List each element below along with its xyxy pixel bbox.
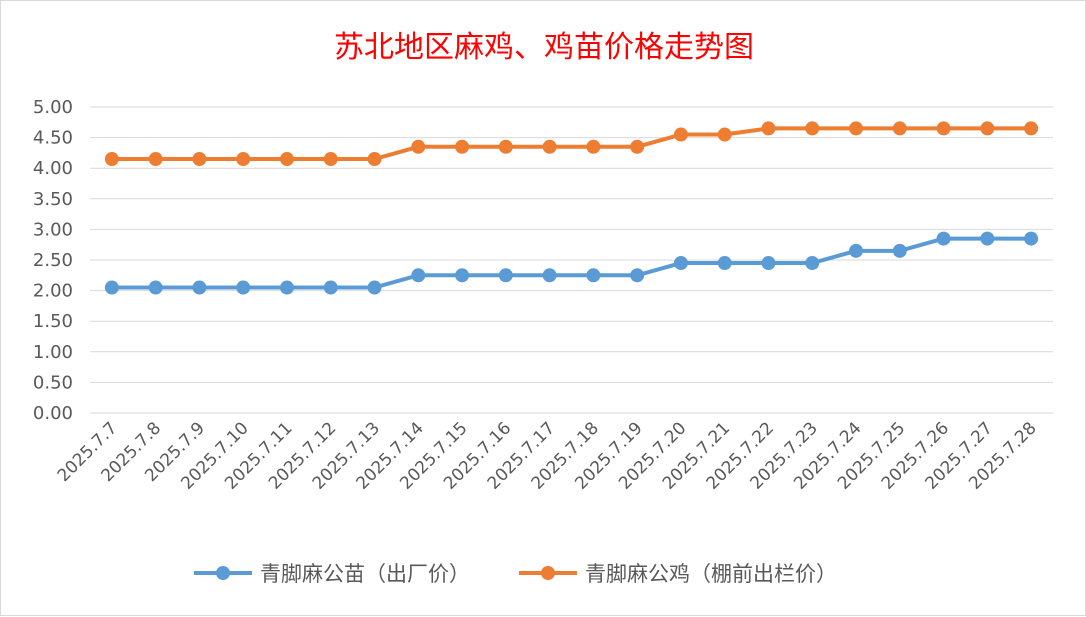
data-point — [630, 139, 645, 154]
y-tick-label: 3.50 — [33, 189, 73, 210]
legend-entry-1: 青脚麻公苗（出厂价） — [194, 562, 470, 586]
data-point — [805, 121, 820, 136]
series-lines — [104, 121, 1039, 295]
data-point — [849, 121, 864, 136]
legend-label: 青脚麻公苗（出厂价） — [260, 562, 470, 586]
x-axis-ticks: 2025.7.72025.7.82025.7.92025.7.102025.7.… — [54, 418, 1041, 493]
data-point — [586, 268, 601, 283]
data-point — [717, 256, 732, 271]
data-point — [236, 152, 251, 167]
y-tick-label: 4.50 — [33, 128, 73, 149]
data-point — [323, 152, 338, 167]
data-point — [542, 139, 557, 154]
data-point — [104, 280, 119, 295]
data-point — [849, 243, 864, 258]
y-tick-label: 2.00 — [33, 281, 73, 302]
data-point — [236, 280, 251, 295]
legend-entry-2: 青脚麻公鸡（棚前出栏价） — [519, 562, 837, 586]
data-point — [148, 152, 163, 167]
y-tick-label: 4.00 — [33, 158, 73, 179]
data-point — [586, 139, 601, 154]
y-tick-label: 0.00 — [33, 403, 73, 424]
data-point — [192, 152, 207, 167]
data-point — [936, 121, 951, 136]
data-point — [411, 268, 426, 283]
data-point — [1024, 121, 1039, 136]
series-1 — [104, 231, 1039, 295]
data-point — [455, 139, 470, 154]
data-point — [761, 121, 776, 136]
data-point — [1024, 231, 1039, 246]
data-point — [717, 127, 732, 142]
data-point — [892, 121, 907, 136]
legend-label: 青脚麻公鸡（棚前出栏价） — [585, 562, 837, 586]
data-point — [104, 152, 119, 167]
legend-marker — [541, 566, 555, 580]
chart-title: 苏北地区麻鸡、鸡苗价格走势图 — [334, 30, 754, 65]
data-point — [279, 280, 294, 295]
data-point — [630, 268, 645, 283]
data-point — [980, 231, 995, 246]
y-tick-label: 5.00 — [33, 97, 73, 118]
data-point — [323, 280, 338, 295]
y-tick-label: 1.00 — [33, 342, 73, 363]
y-axis-ticks: 0.00 0.50 1.00 1.50 2.00 2.50 3.00 3.50 4.00 4.50… — [33, 97, 73, 424]
gridlines — [90, 106, 1053, 414]
data-point — [148, 280, 163, 295]
data-point — [455, 268, 470, 283]
data-point — [673, 127, 688, 142]
data-point — [498, 268, 513, 283]
data-point — [542, 268, 557, 283]
data-point — [673, 256, 688, 271]
series-line — [111, 126, 1032, 162]
y-tick-label: 1.50 — [33, 311, 73, 332]
data-point — [980, 121, 995, 136]
data-point — [192, 280, 207, 295]
data-point — [761, 256, 776, 271]
data-point — [805, 256, 820, 271]
y-tick-label: 3.00 — [33, 219, 73, 240]
data-point — [498, 139, 513, 154]
legend-marker — [216, 566, 230, 580]
data-point — [367, 152, 382, 167]
series-line — [111, 236, 1032, 290]
data-point — [892, 243, 907, 258]
data-point — [279, 152, 294, 167]
y-tick-label: 2.50 — [33, 250, 73, 271]
series-2 — [104, 121, 1039, 167]
data-point — [936, 231, 951, 246]
data-point — [411, 139, 426, 154]
y-tick-label: 0.50 — [33, 372, 73, 393]
data-point — [367, 280, 382, 295]
legend: 青脚麻公苗（出厂价） 青脚麻公鸡（棚前出栏价） — [194, 562, 837, 586]
